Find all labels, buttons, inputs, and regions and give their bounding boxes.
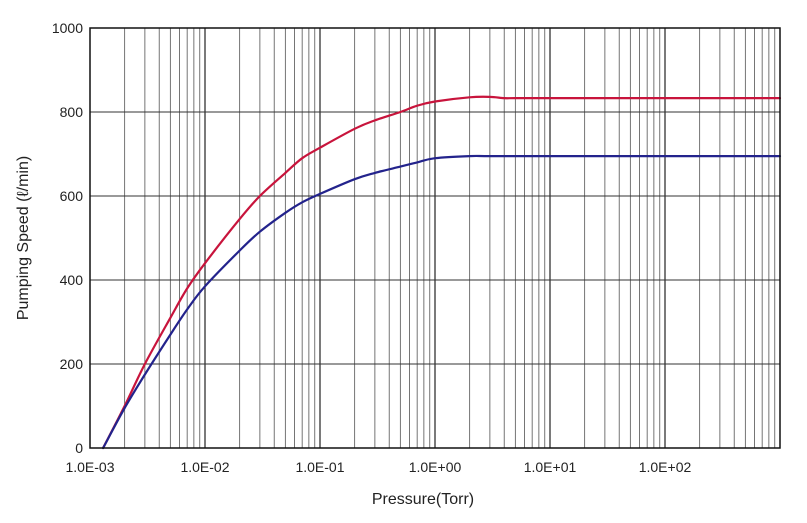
x-axis-title: Pressure(Torr): [372, 491, 474, 508]
y-tick-label: 800: [60, 104, 84, 120]
x-tick-label: 1.0E+00: [409, 459, 462, 475]
y-tick-label: 400: [60, 272, 84, 288]
x-tick-labels: 1.0E-03 1.0E-02 1.0E-01 1.0E+00 1.0E+01 1.0E+…: [65, 459, 691, 475]
y-tick-label: 1000: [52, 20, 83, 36]
series-lines: [102, 95, 782, 450]
x-tick-label: 1.0E-03: [65, 459, 114, 475]
grid-lines: [90, 28, 780, 448]
series-line-2: [102, 154, 782, 450]
plot-frame: [89, 27, 781, 449]
x-tick-label: 1.0E+02: [639, 459, 692, 475]
x-tick-label: 1.0E-02: [180, 459, 229, 475]
y-tick-labels: 0 200 400 600 800 1000: [52, 20, 83, 456]
y-axis-title: Pumping Speed (ℓ/min): [15, 156, 32, 320]
y-tick-label: 200: [60, 356, 84, 372]
x-tick-label: 1.0E-01: [295, 459, 344, 475]
series-line-1: [102, 95, 782, 450]
y-tick-label: 0: [75, 440, 83, 456]
y-tick-label: 600: [60, 188, 84, 204]
x-tick-label: 1.0E+01: [524, 459, 577, 475]
